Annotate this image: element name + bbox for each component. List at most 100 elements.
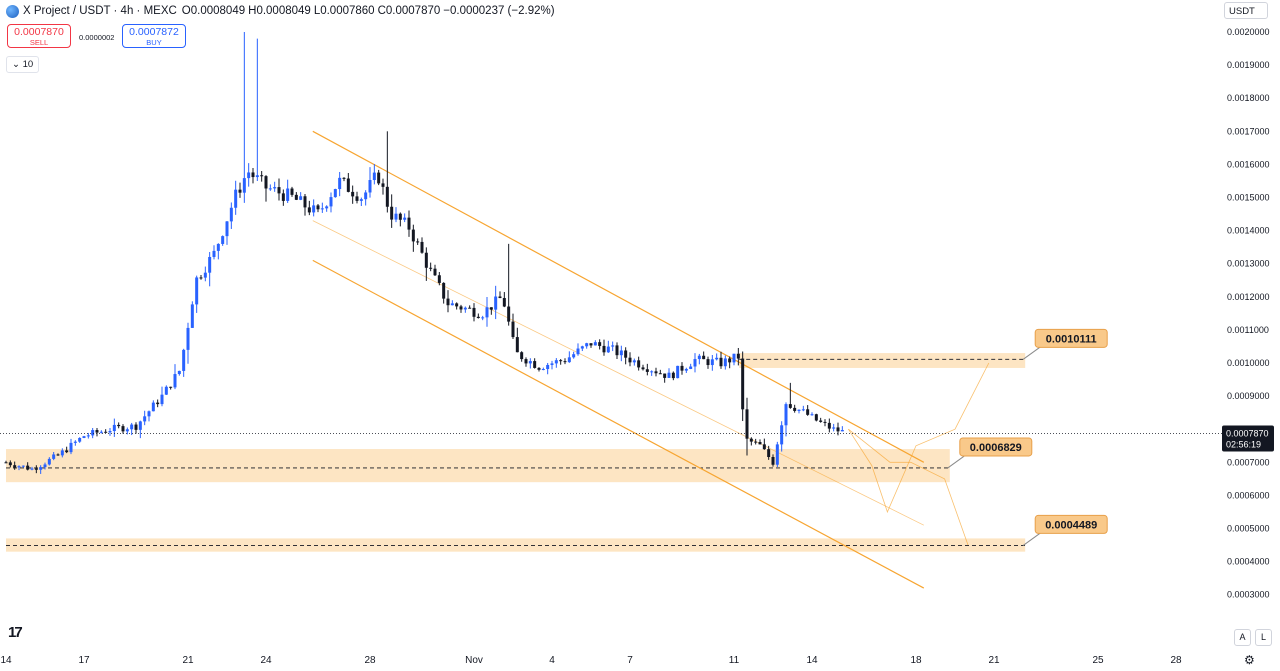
- candle-body: [580, 346, 584, 349]
- indicator-toggle[interactable]: ⌄ 10: [6, 56, 40, 73]
- candle-body: [606, 346, 610, 353]
- x-tick-label: 21: [988, 655, 1000, 666]
- candle-body: [147, 411, 151, 417]
- tradingview-logo-icon[interactable]: 17: [8, 624, 23, 641]
- sell-label: SELL: [29, 38, 49, 47]
- candle-body: [563, 361, 567, 363]
- candle-body: [13, 465, 17, 468]
- y-tick-label: 0.0015000: [1227, 193, 1270, 203]
- candle-body: [836, 427, 840, 432]
- candle-body: [715, 357, 719, 360]
- candle-body: [355, 196, 359, 201]
- candle-body: [797, 409, 801, 411]
- candle-body: [281, 193, 285, 201]
- candle-body: [572, 354, 576, 358]
- candle-body: [294, 194, 298, 200]
- auto-scale-button[interactable]: A: [1234, 629, 1251, 646]
- candle-body: [312, 205, 316, 213]
- ohlc-key: O: [181, 5, 191, 17]
- auto-scale-label: A: [1239, 632, 1246, 642]
- candle-body: [411, 229, 415, 242]
- candle-body: [641, 367, 645, 370]
- x-tick-label: 7: [627, 655, 633, 666]
- candle-body: [442, 282, 446, 299]
- symbol-legend: X Project / USDT · 4h · MEXC O0.0008049 …: [6, 4, 555, 18]
- candle-body: [628, 357, 632, 363]
- y-tick-label: 0.0012000: [1227, 292, 1270, 302]
- candle-body: [351, 191, 355, 197]
- candle-body: [827, 422, 831, 429]
- candle-body: [472, 307, 476, 317]
- x-tick-label: 28: [364, 655, 376, 666]
- candle-body: [99, 431, 103, 433]
- candle-body: [277, 187, 281, 194]
- candle-body: [47, 458, 51, 465]
- buy-button[interactable]: 0.0007872 BUY: [122, 24, 186, 48]
- candle-body: [697, 355, 701, 360]
- price-axis: 0.0020000 0.0019000 0.0018000 0.0017000 0.00…: [1227, 27, 1270, 600]
- candle-body: [368, 180, 372, 193]
- y-tick-label: 0.0019000: [1227, 60, 1270, 70]
- candle-body: [329, 197, 333, 207]
- gear-icon[interactable]: ⚙: [1244, 653, 1255, 667]
- candle-body: [225, 221, 229, 237]
- candle-body: [156, 402, 160, 405]
- candle-body: [17, 466, 21, 468]
- sell-price: 0.0007870: [14, 26, 64, 38]
- candle-body: [676, 365, 680, 379]
- candle-body: [680, 365, 684, 371]
- high-value: 0.0008049: [256, 5, 311, 17]
- indicator-count: 10: [22, 59, 34, 70]
- candle-body: [537, 367, 541, 370]
- candlestick-series: [4, 32, 844, 474]
- y-tick-label: 0.0014000: [1227, 226, 1270, 236]
- candle-body: [455, 303, 459, 307]
- sell-button[interactable]: 0.0007870 SELL: [7, 24, 71, 48]
- candle-body: [567, 357, 571, 363]
- candle-body: [212, 250, 216, 257]
- candle-body: [173, 374, 177, 388]
- y-tick-label: 0.0018000: [1227, 93, 1270, 103]
- candle-body: [186, 327, 190, 350]
- candle-body: [394, 213, 398, 220]
- symbol-title[interactable]: X Project / USDT · 4h · MEXC: [23, 5, 177, 17]
- candle-body: [463, 307, 467, 310]
- x-tick-label: 17: [78, 655, 90, 666]
- candle-body: [420, 241, 424, 253]
- y-tick-label: 0.0017000: [1227, 126, 1270, 136]
- candle-body: [21, 465, 25, 467]
- candle-body: [502, 298, 506, 307]
- candle-body: [342, 177, 346, 179]
- candle-body: [377, 172, 381, 184]
- candle-body: [728, 358, 732, 363]
- candle-body: [255, 175, 259, 178]
- candle-body: [593, 342, 597, 346]
- candle-body: [216, 243, 220, 251]
- y-tick-label: 0.0010000: [1227, 358, 1270, 368]
- currency-selector[interactable]: USDT: [1224, 2, 1268, 19]
- candle-body: [264, 176, 268, 189]
- candle-body: [775, 444, 779, 465]
- candle-body: [624, 350, 628, 358]
- channel-middle-line: [312, 220, 924, 526]
- candle-body: [546, 364, 550, 370]
- candle-body: [689, 366, 693, 369]
- y-tick-label: 0.0005000: [1227, 524, 1270, 534]
- candle-body: [533, 361, 537, 368]
- price-zone: [739, 353, 1026, 368]
- x-tick-label: 24: [260, 655, 272, 666]
- ohlc-key: L: [313, 5, 321, 17]
- price-zone: [6, 449, 950, 483]
- candle-body: [385, 186, 389, 207]
- x-tick-label: 14: [0, 655, 12, 666]
- log-scale-button[interactable]: L: [1255, 629, 1272, 646]
- candle-body: [736, 353, 740, 359]
- y-tick-label: 0.0016000: [1227, 159, 1270, 169]
- candle-body: [814, 414, 818, 421]
- level-label: 0.0006829: [970, 442, 1022, 454]
- candle-body: [788, 404, 792, 408]
- x-project-coin-icon: [6, 4, 19, 18]
- x-tick-label: 18: [910, 655, 922, 666]
